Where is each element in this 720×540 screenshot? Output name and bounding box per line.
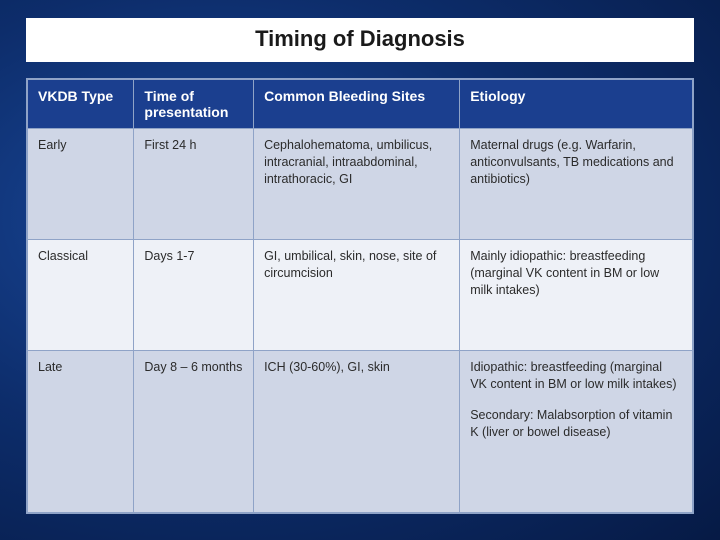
cell-time: First 24 h	[134, 129, 254, 240]
col-header-etiology: Etiology	[460, 80, 693, 129]
table-row: Classical Days 1-7 GI, umbilical, skin, …	[28, 240, 693, 351]
cell-time: Days 1-7	[134, 240, 254, 351]
table-row: Late Day 8 – 6 months ICH (30-60%), GI, …	[28, 351, 693, 513]
cell-sites: Cephalohematoma, umbilicus, intracranial…	[254, 129, 460, 240]
vkdb-table: VKDB Type Time of presentation Common Bl…	[27, 79, 693, 513]
col-header-sites: Common Bleeding Sites	[254, 80, 460, 129]
slide: Timing of Diagnosis VKDB Type Time of pr…	[0, 0, 720, 540]
cell-etiology: Idiopathic: breastfeeding (marginal VK c…	[460, 351, 693, 513]
table-container: VKDB Type Time of presentation Common Bl…	[26, 78, 694, 514]
cell-time: Day 8 – 6 months	[134, 351, 254, 513]
col-header-type: VKDB Type	[28, 80, 134, 129]
cell-sites: ICH (30-60%), GI, skin	[254, 351, 460, 513]
etiology-primary: Idiopathic: breastfeeding (marginal VK c…	[470, 359, 682, 393]
cell-type: Late	[28, 351, 134, 513]
cell-type: Early	[28, 129, 134, 240]
cell-etiology: Maternal drugs (e.g. Warfarin, anticonvu…	[460, 129, 693, 240]
table-row: Early First 24 h Cephalohematoma, umbili…	[28, 129, 693, 240]
cell-sites: GI, umbilical, skin, nose, site of circu…	[254, 240, 460, 351]
cell-type: Classical	[28, 240, 134, 351]
col-header-time: Time of presentation	[134, 80, 254, 129]
etiology-secondary: Secondary: Malabsorption of vitamin K (l…	[470, 407, 682, 441]
slide-title: Timing of Diagnosis	[26, 18, 694, 62]
cell-etiology: Mainly idiopathic: breastfeeding (margin…	[460, 240, 693, 351]
table-header-row: VKDB Type Time of presentation Common Bl…	[28, 80, 693, 129]
